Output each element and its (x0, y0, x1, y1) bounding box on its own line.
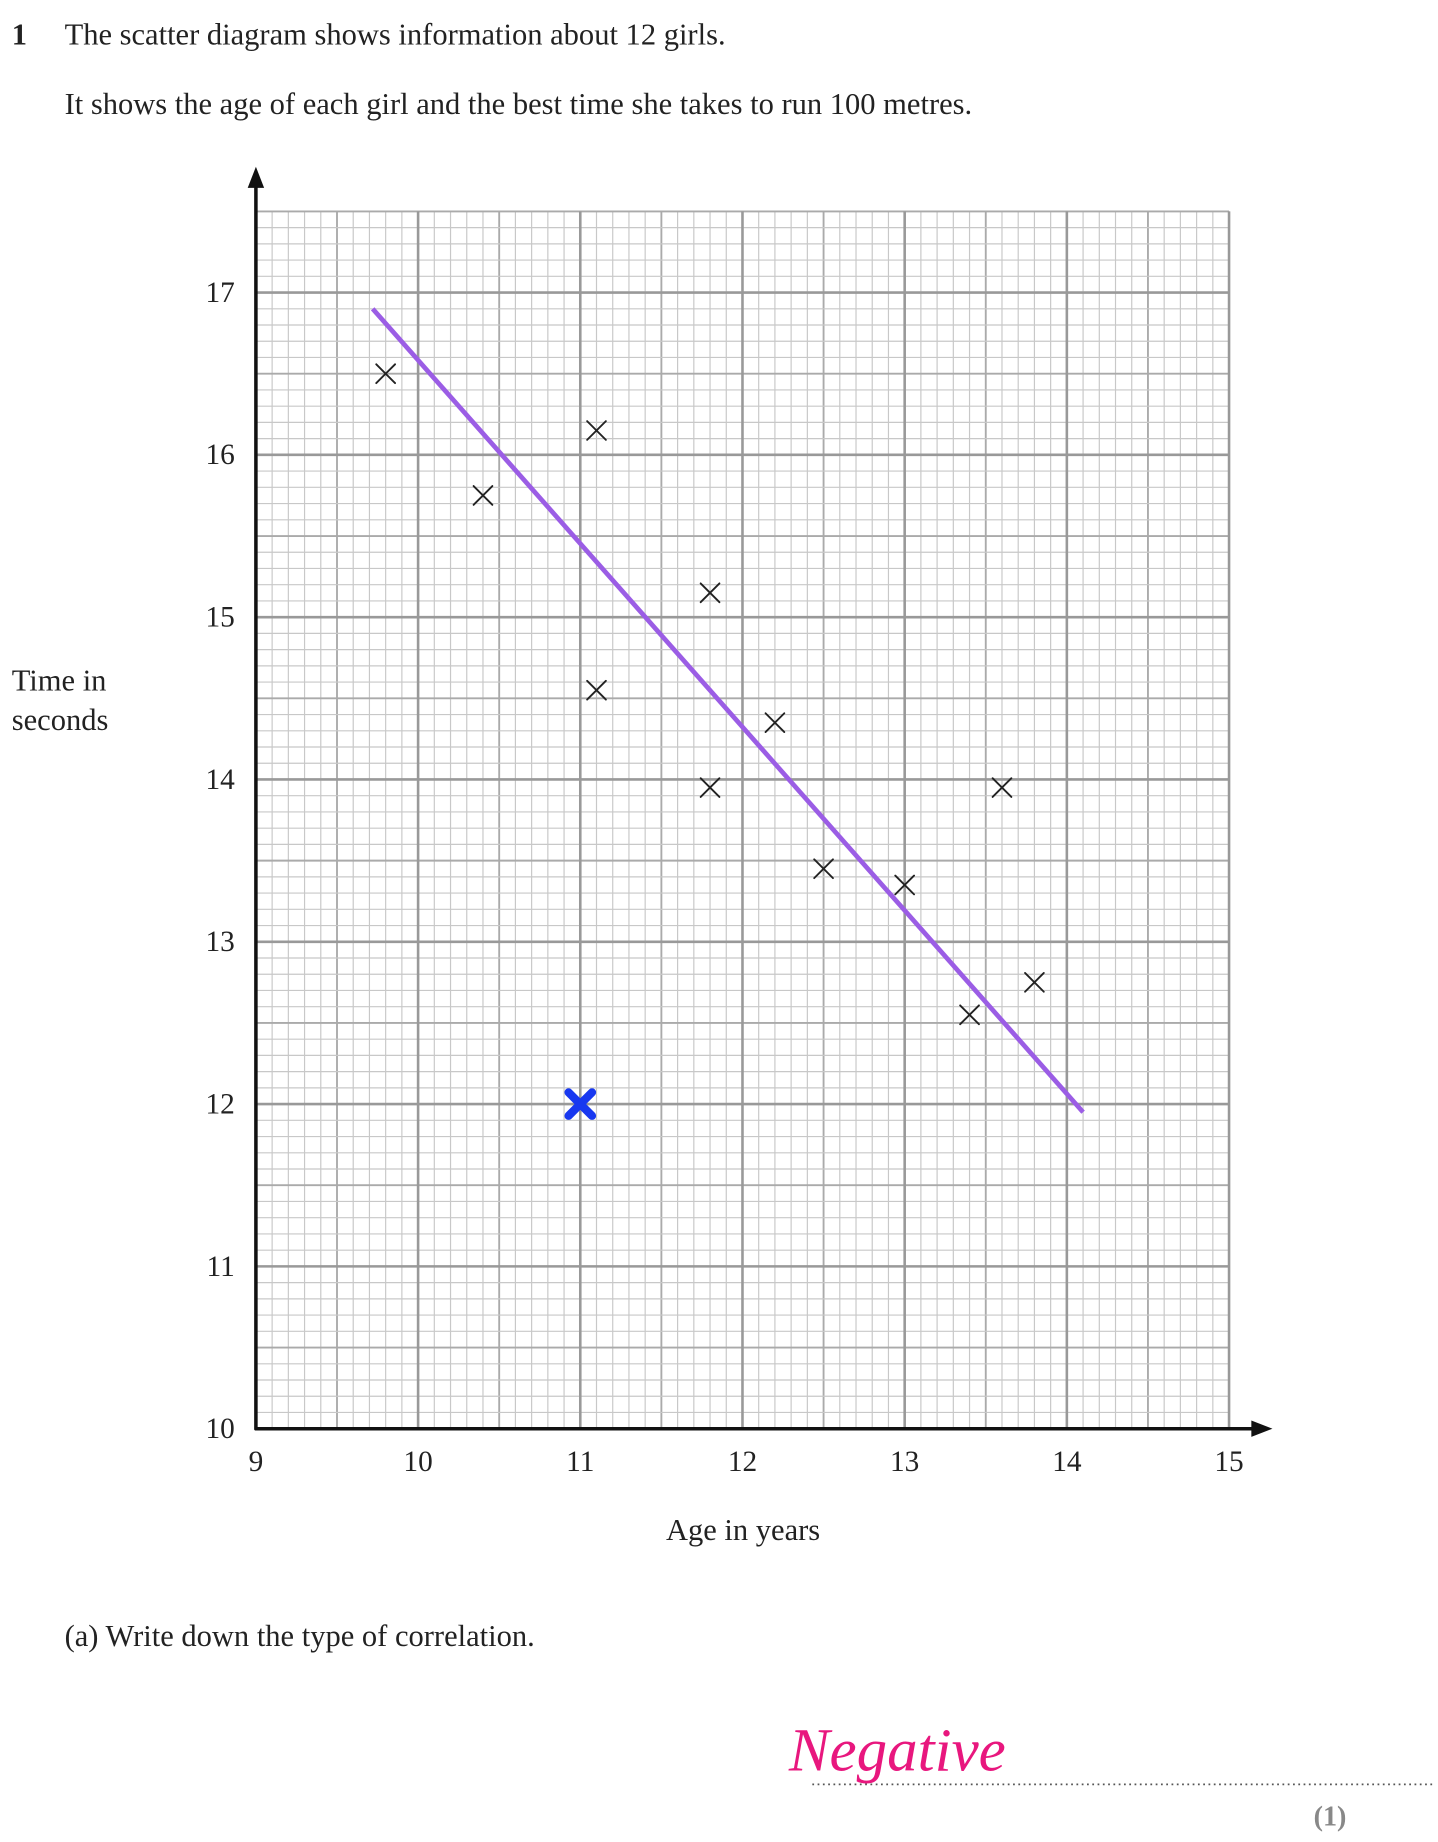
question-number: 1 (12, 18, 27, 52)
chart: 9 10 11 12 13 14 15 10 11 12 13 14 15 16 17 (205, 277, 1243, 1478)
point (564, 1088, 597, 1120)
y-tick-label: 11 (207, 1251, 235, 1283)
x-tick-label: 13 (890, 1446, 919, 1478)
y-tick-label: 14 (205, 764, 235, 796)
y-axis-label: Time in (12, 663, 107, 697)
y-tick-label: 13 (205, 926, 234, 958)
y-tick-label: 16 (205, 439, 234, 471)
y-tick-label: 17 (205, 277, 234, 309)
point (764, 712, 786, 733)
point (586, 679, 607, 701)
point (894, 874, 915, 896)
point (586, 420, 607, 441)
x-tick-label: 9 (249, 1446, 264, 1478)
y-tick-label: 15 (205, 602, 234, 634)
x-tick-label: 10 (403, 1446, 432, 1478)
question-text: The scatter diagram shows information ab… (65, 18, 726, 52)
line-of-best-fit (370, 307, 1085, 1114)
y-arrow (247, 166, 265, 188)
y-tick-label: 12 (205, 1088, 234, 1120)
y-axis-label: seconds (12, 703, 109, 737)
x-tick-label: 11 (566, 1446, 594, 1478)
point (699, 582, 721, 604)
point (472, 485, 494, 506)
x-tick-label: 14 (1052, 1446, 1082, 1478)
x-tick-label: 12 (728, 1446, 757, 1478)
x-tick-label: 15 (1214, 1446, 1243, 1478)
point (699, 777, 721, 798)
x-axis-label: Age in years (666, 1513, 820, 1547)
point (991, 777, 1013, 798)
y-tick-label: 10 (205, 1413, 234, 1445)
point (375, 363, 396, 385)
marks: (1) (1314, 1801, 1347, 1832)
question-text: It shows the age of each girl and the be… (65, 87, 973, 121)
point (959, 1004, 980, 1026)
question-part: (a) Write down the type of correlation. (65, 1619, 535, 1653)
point (1024, 972, 1045, 993)
x-arrow (1251, 1420, 1273, 1437)
handwritten-answer: Negative (788, 1717, 1006, 1784)
grid (254, 210, 1231, 1430)
point (813, 858, 834, 880)
